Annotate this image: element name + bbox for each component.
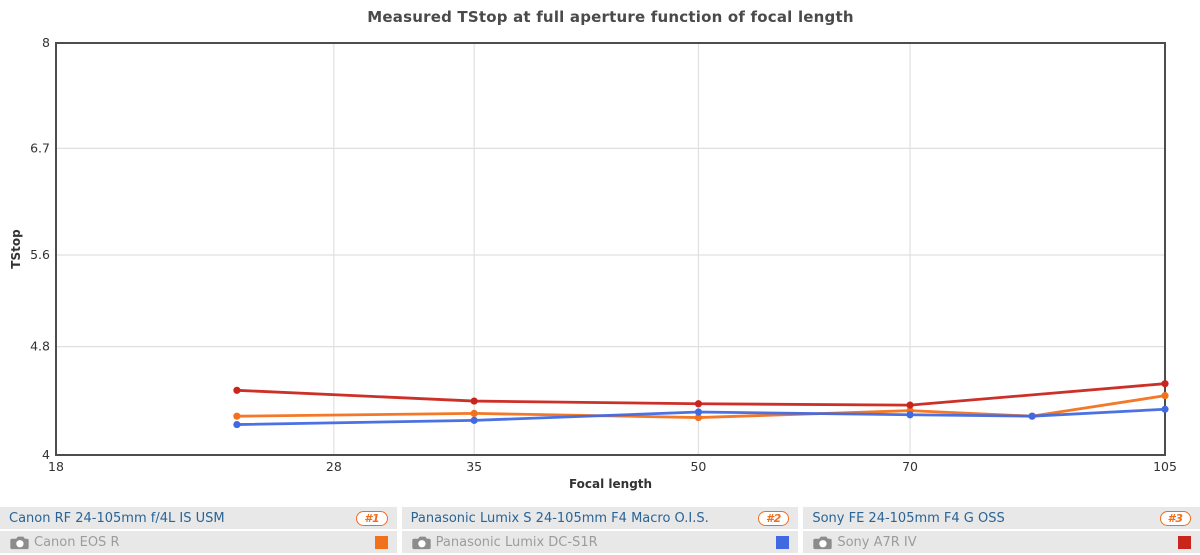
data-point[interactable]: [1028, 412, 1036, 420]
lens-link[interactable]: Sony FE 24-105mm F4 G OSS: [812, 510, 1005, 526]
chart-title: Measured TStop at full aperture function…: [367, 8, 854, 26]
rank-badge: #1: [356, 510, 388, 526]
series-color-swatch: [776, 535, 790, 549]
data-point[interactable]: [233, 420, 241, 429]
data-point[interactable]: [470, 409, 478, 417]
series-color-swatch: [374, 535, 388, 549]
data-point[interactable]: [1161, 405, 1169, 413]
x-axis-title: Focal length: [568, 477, 653, 491]
y-tick-label: 8: [42, 35, 50, 50]
data-point[interactable]: [694, 408, 703, 416]
legend-lens-row: Panasonic Lumix S 24-105mm F4 Macro O.I.…: [401, 507, 799, 529]
data-point[interactable]: [1161, 392, 1169, 400]
data-point[interactable]: [470, 397, 478, 405]
series-line: [235, 407, 1167, 426]
y-tick-label: 6.7: [30, 140, 50, 155]
legend-item: Panasonic Lumix S 24-105mm F4 Macro O.I.…: [401, 507, 799, 553]
chart-legend: Canon RF 24-105mm f/4L IS USM #1 Canon E…: [0, 507, 1200, 553]
tstop-chart[interactable]: 18 28 35 50 70 105 8 6.7 5.6 4.8 4: [0, 0, 1200, 500]
x-tick-label: 35: [466, 459, 482, 474]
rank-badge: #3: [1159, 510, 1191, 526]
y-tick-label: 4.8: [30, 339, 50, 354]
data-point[interactable]: [233, 386, 241, 394]
legend-camera-row: Canon EOS R: [0, 531, 397, 553]
series-color-swatch: [1177, 535, 1191, 549]
x-tick-label: 105: [1153, 459, 1177, 474]
camera-icon: [10, 536, 29, 549]
legend-item: Canon RF 24-105mm f/4L IS USM #1 Canon E…: [0, 507, 397, 553]
y-tick-label: 5.6: [30, 247, 50, 262]
lens-link[interactable]: Canon RF 24-105mm f/4L IS USM: [9, 510, 225, 526]
legend-item: Sony FE 24-105mm F4 G OSS #3 Sony A7R IV: [803, 507, 1200, 553]
legend-camera-row: Panasonic Lumix DC-S1R: [401, 531, 799, 553]
camera-name: Canon EOS R: [34, 534, 120, 550]
camera-icon: [411, 536, 431, 549]
data-point[interactable]: [1161, 380, 1169, 388]
x-tick-label: 28: [326, 459, 342, 474]
data-point[interactable]: [233, 412, 241, 420]
legend-lens-row: Sony FE 24-105mm F4 G OSS #3: [803, 507, 1200, 529]
x-tick-label: 50: [690, 459, 706, 474]
x-tick-label: 70: [902, 459, 918, 474]
plot-area[interactable]: [55, 42, 1166, 456]
legend-lens-row: Canon RF 24-105mm f/4L IS USM #1: [0, 507, 397, 529]
data-point[interactable]: [694, 400, 703, 408]
rank-badge: #2: [758, 510, 790, 526]
data-point[interactable]: [694, 413, 703, 422]
data-point[interactable]: [906, 401, 914, 409]
y-axis-title: TStop: [9, 229, 23, 269]
camera-name: Panasonic Lumix DC-S1R: [435, 534, 598, 550]
data-point[interactable]: [906, 411, 914, 419]
camera-name: Sony A7R IV: [837, 534, 917, 550]
camera-icon: [813, 536, 832, 549]
y-tick-label: 4: [42, 447, 50, 462]
x-tick-label: 18: [48, 459, 64, 474]
legend-camera-row: Sony A7R IV: [803, 531, 1200, 553]
lens-link[interactable]: Panasonic Lumix S 24-105mm F4 Macro O.I.…: [410, 510, 709, 526]
data-point[interactable]: [470, 416, 478, 424]
